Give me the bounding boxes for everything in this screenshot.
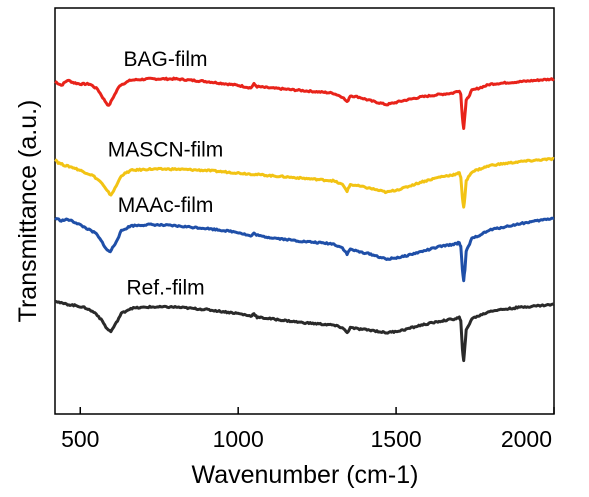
plot-area-frame <box>54 7 555 415</box>
x-tick-label: 1000 <box>213 426 264 452</box>
series-label: Ref.-film <box>126 276 204 299</box>
x-axis-title: Wavenumber (cm-1) <box>192 461 419 489</box>
series-labels: BAG-film MASCN-film MAAc-film Ref.-film <box>108 48 224 299</box>
series-label: MASCN-film <box>108 138 224 161</box>
series-line-bag-film <box>54 76 555 130</box>
series-layer <box>54 76 555 363</box>
x-tick-label: 500 <box>61 426 99 452</box>
series-label: MAAc-film <box>118 194 214 217</box>
y-axis-title: Transmittance (a.u.) <box>14 100 42 323</box>
x-axis-ticks: 500 1000 1500 2000 <box>61 407 555 452</box>
series-line-ref-film <box>54 299 555 363</box>
series-line-maac-film <box>54 216 555 283</box>
x-tick-label: 1500 <box>371 426 422 452</box>
series-label: BAG-film <box>124 48 208 71</box>
x-tick-label: 2000 <box>501 426 552 452</box>
series-line-mascn-film <box>54 156 555 209</box>
